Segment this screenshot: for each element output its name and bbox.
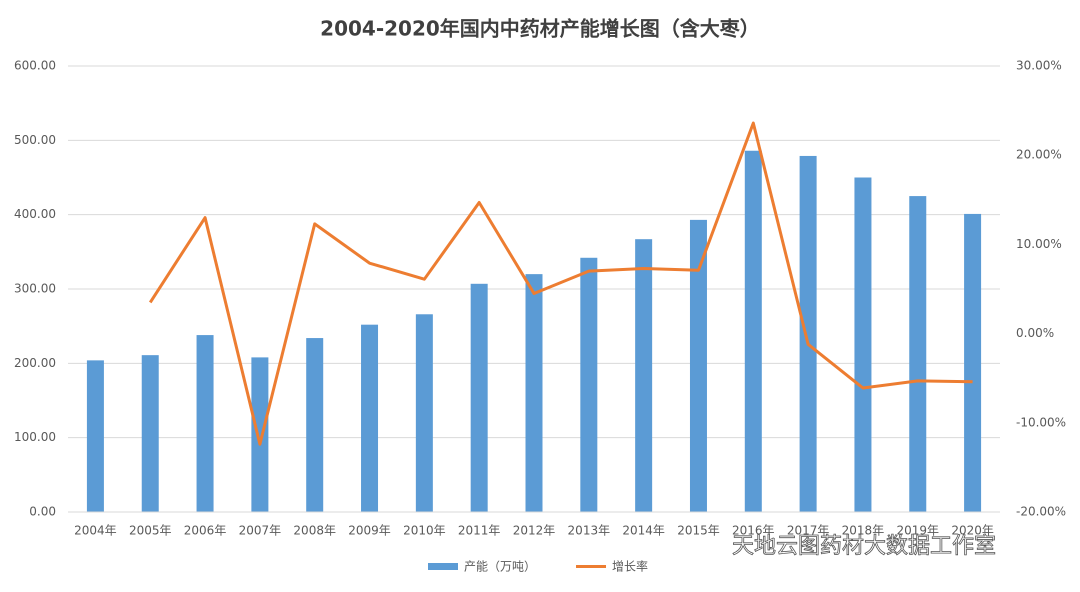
y-tick-label: 200.00 bbox=[14, 356, 56, 370]
y-tick-label: 600.00 bbox=[14, 59, 56, 73]
y-tick-label: 0.00 bbox=[29, 505, 56, 519]
bar bbox=[251, 357, 269, 512]
x-tick-label: 2012年 bbox=[513, 524, 556, 538]
y-tick-label: 100.00 bbox=[14, 430, 56, 444]
x-tick-label: 2004年 bbox=[74, 524, 117, 538]
x-tick-label: 2010年 bbox=[403, 524, 446, 538]
legend-label: 产能（万吨） bbox=[464, 560, 536, 574]
x-tick-label: 2013年 bbox=[568, 524, 611, 538]
y2-tick-label: -10.00% bbox=[1016, 415, 1066, 429]
x-tick-label: 2014年 bbox=[622, 524, 665, 538]
x-tick-label: 2016年 bbox=[732, 524, 775, 538]
x-tick-label: 2006年 bbox=[184, 524, 227, 538]
bar bbox=[306, 338, 324, 512]
y2-tick-label: 20.00% bbox=[1016, 148, 1062, 162]
bar bbox=[141, 355, 159, 512]
y2-tick-label: 10.00% bbox=[1016, 237, 1062, 251]
bar bbox=[964, 213, 982, 512]
x-tick-label: 2017年 bbox=[787, 524, 830, 538]
bar bbox=[361, 324, 379, 512]
y2-tick-label: -20.00% bbox=[1016, 505, 1066, 519]
y2-tick-label: 0.00% bbox=[1016, 326, 1054, 340]
bar bbox=[689, 219, 707, 512]
watermark: 天地云图药材大数据工作室 bbox=[732, 534, 996, 559]
bar bbox=[196, 335, 214, 512]
x-tick-label: 2019年 bbox=[896, 524, 939, 538]
line bbox=[148, 121, 973, 446]
bar bbox=[86, 360, 104, 512]
bar bbox=[635, 239, 653, 513]
x-tick-label: 2015年 bbox=[677, 524, 720, 538]
x-tick-label: 2005年 bbox=[129, 524, 172, 538]
x-tick-label: 2008年 bbox=[293, 524, 336, 538]
x-tick-label: 2011年 bbox=[458, 524, 501, 538]
y2-tick-label: 30.00% bbox=[1016, 59, 1062, 73]
bar bbox=[854, 177, 872, 512]
x-tick-label: 2009年 bbox=[348, 524, 391, 538]
y-tick-label: 300.00 bbox=[14, 282, 56, 296]
x-tick-label: 2018年 bbox=[842, 524, 885, 538]
bar bbox=[470, 283, 488, 512]
bar bbox=[744, 150, 762, 513]
legend-swatch bbox=[428, 563, 458, 570]
y-tick-label: 500.00 bbox=[14, 133, 56, 147]
bar bbox=[415, 314, 433, 512]
x-tick-label: 2020年 bbox=[951, 524, 994, 538]
y-tick-label: 400.00 bbox=[14, 207, 56, 221]
bar bbox=[580, 257, 598, 512]
legend-label: 增长率 bbox=[612, 559, 648, 574]
bar bbox=[909, 196, 927, 513]
chart-title: 2004-2020年国内中药材产能增长图（含大枣） bbox=[320, 17, 760, 41]
x-tick-label: 2007年 bbox=[239, 524, 282, 538]
bar bbox=[799, 155, 817, 512]
bar bbox=[525, 274, 543, 512]
